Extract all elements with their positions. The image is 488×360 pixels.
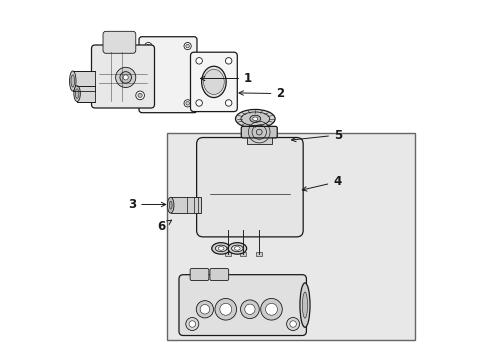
Bar (77, 86, 95, 102)
Text: 2: 2 (239, 87, 284, 100)
Ellipse shape (234, 247, 240, 250)
Circle shape (185, 102, 189, 105)
Circle shape (146, 44, 150, 48)
Circle shape (289, 321, 296, 327)
FancyBboxPatch shape (190, 269, 208, 280)
FancyBboxPatch shape (190, 52, 237, 112)
Text: 5: 5 (291, 129, 342, 142)
Circle shape (240, 300, 259, 319)
Circle shape (286, 318, 299, 330)
Bar (246, 136, 271, 144)
Ellipse shape (302, 292, 307, 318)
FancyBboxPatch shape (103, 31, 136, 53)
FancyBboxPatch shape (241, 126, 277, 138)
Circle shape (196, 100, 202, 106)
Circle shape (196, 58, 202, 64)
Ellipse shape (235, 109, 275, 128)
Text: 4: 4 (302, 175, 341, 191)
Text: 1: 1 (200, 72, 252, 85)
Bar (73, 71, 95, 91)
Circle shape (136, 91, 144, 100)
Bar (239, 252, 245, 256)
Ellipse shape (203, 69, 224, 94)
Ellipse shape (241, 112, 269, 126)
Bar (170, 197, 201, 213)
Circle shape (183, 42, 191, 50)
Ellipse shape (211, 243, 230, 254)
Circle shape (260, 298, 282, 320)
Ellipse shape (167, 197, 174, 213)
Circle shape (265, 303, 277, 315)
FancyBboxPatch shape (196, 138, 303, 237)
Circle shape (123, 75, 128, 80)
Circle shape (220, 303, 231, 315)
Bar (225, 252, 231, 256)
Circle shape (120, 72, 131, 83)
Circle shape (196, 301, 213, 318)
Bar (167, 133, 415, 340)
Circle shape (138, 93, 142, 98)
Ellipse shape (215, 245, 226, 252)
Ellipse shape (75, 89, 79, 98)
Ellipse shape (71, 75, 75, 87)
FancyBboxPatch shape (179, 275, 306, 336)
Circle shape (185, 318, 199, 330)
Circle shape (225, 58, 231, 64)
Ellipse shape (74, 86, 80, 102)
FancyBboxPatch shape (209, 269, 228, 280)
Circle shape (115, 67, 136, 87)
Ellipse shape (227, 243, 246, 254)
Circle shape (244, 304, 255, 314)
FancyBboxPatch shape (139, 37, 197, 113)
Circle shape (189, 321, 195, 327)
Circle shape (185, 44, 189, 48)
Ellipse shape (69, 71, 76, 91)
Circle shape (225, 100, 231, 106)
Text: 6: 6 (157, 220, 171, 233)
Ellipse shape (299, 283, 309, 327)
Ellipse shape (201, 66, 226, 98)
Circle shape (144, 100, 152, 107)
Circle shape (215, 298, 236, 320)
Circle shape (144, 42, 152, 50)
Ellipse shape (231, 245, 243, 252)
Circle shape (146, 102, 150, 105)
Ellipse shape (249, 115, 260, 122)
Circle shape (200, 305, 209, 314)
Ellipse shape (252, 117, 257, 121)
Ellipse shape (218, 247, 224, 250)
Bar (256, 252, 261, 256)
FancyBboxPatch shape (91, 45, 154, 108)
Text: 3: 3 (128, 198, 165, 211)
Circle shape (183, 100, 191, 107)
Ellipse shape (169, 201, 172, 209)
